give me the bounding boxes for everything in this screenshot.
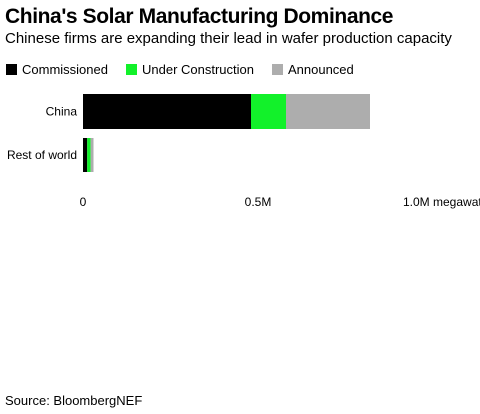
x-tick-label-1: 0.5M [245,195,272,209]
bar-rest-of-world-announced [90,138,94,172]
x-tick-label-0: 0 [80,195,87,209]
category-label-china: China [46,105,78,119]
legend: Commissioned Under Construction Announce… [6,61,372,77]
legend-label-under-construction: Under Construction [141,61,254,77]
bar-rest-of-world-under-construction [87,138,91,172]
legend-label-commissioned: Commissioned [22,61,108,77]
stacked-bar-chart: China Rest of world 0 0.5M 1.0M megawatts [7,94,480,209]
x-tick-label-2: 1.0M megawatts [403,195,480,209]
legend-item-under-construction: Under Construction [125,61,254,77]
bar-china-under-construction [251,94,286,129]
bar-china-commissioned [83,94,251,129]
bar-china-announced [286,94,370,129]
legend-item-announced: Announced [271,61,354,77]
legend-item-commissioned: Commissioned [6,62,108,77]
source-note: Source: BloombergNEF [5,393,143,408]
chart-title: China's Solar Manufacturing Dominance [5,5,394,28]
legend-swatch-under-construction [125,63,137,75]
bar-rest-of-world-commissioned [83,138,88,172]
category-label-rest-of-world: Rest of world [7,148,77,162]
legend-label-announced: Announced [287,61,354,77]
chart-subtitle: Chinese firms are expanding their lead i… [5,30,452,47]
legend-swatch-announced [271,63,283,75]
legend-swatch-commissioned [6,63,17,75]
